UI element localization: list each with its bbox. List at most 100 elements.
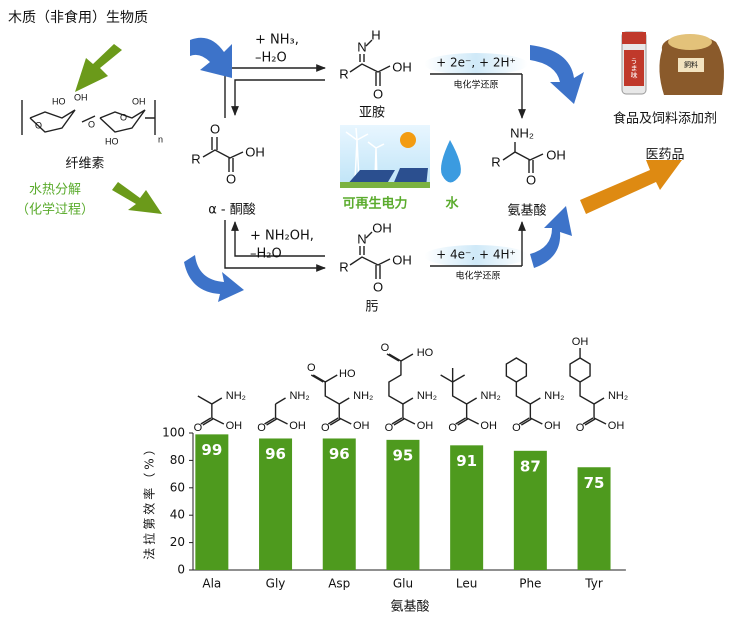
atom: O	[88, 119, 95, 129]
atom: O	[226, 171, 236, 186]
bar	[450, 445, 484, 570]
blue-arrow	[190, 37, 232, 78]
product-label: 食品及饲料添加剂	[613, 111, 717, 127]
keto-acid-label: α - 酮酸	[208, 203, 256, 218]
orange-arrow	[580, 160, 682, 214]
atom: OH	[289, 420, 306, 432]
oxime-label: 肟	[365, 300, 378, 315]
value-label: 95	[393, 446, 414, 464]
bar	[195, 434, 229, 570]
atom: O	[576, 422, 585, 434]
atom: O	[307, 362, 316, 374]
atom: O	[526, 172, 536, 187]
amino-acid-structure: NH₂ OH O	[440, 368, 501, 434]
y-tick-label: 0	[177, 563, 185, 577]
y-tick-label: 80	[170, 453, 185, 467]
atom: NH₂	[289, 390, 309, 402]
bar	[386, 439, 420, 570]
atom: R	[191, 151, 200, 166]
y-axis-label: 法拉第效率（%）	[142, 440, 157, 559]
bond	[505, 357, 543, 426]
atom: O	[512, 422, 521, 434]
atom: NH₂	[510, 125, 534, 140]
atom: OH	[572, 336, 589, 348]
bar	[322, 438, 356, 570]
atom: NH₂	[481, 390, 501, 402]
arrow	[224, 220, 326, 272]
value-label: 99	[201, 441, 222, 459]
bond	[440, 368, 479, 426]
value-label: 75	[584, 474, 605, 492]
atom: NH₂	[608, 390, 628, 402]
atom: O	[385, 422, 394, 434]
atom: O	[194, 422, 203, 434]
keto-acid-structure: O R OH O	[191, 121, 264, 186]
atom: O	[210, 121, 220, 136]
arrow	[231, 79, 325, 116]
source-title: 木质（非食用）生物质	[8, 9, 148, 26]
reduction: + 2e⁻, + 2H⁺	[436, 56, 516, 70]
value-label: 96	[265, 445, 286, 463]
reagent: + NH₃,	[255, 33, 299, 48]
amino-acid-structure: OH NH₂ OH O	[569, 336, 628, 434]
y-tick-label: 40	[170, 508, 185, 522]
atom: O	[373, 279, 383, 294]
process-label: （化学过程）	[16, 202, 94, 218]
amino-acid-label: 氨基酸	[507, 204, 546, 219]
diagram: 木质（非食用）生物质 HO OH O O HO OH O n 纤维素 水热分解 …	[8, 9, 724, 315]
bond	[310, 374, 352, 426]
reduction-label: 电化学还原	[455, 270, 500, 282]
atom: OH	[608, 420, 625, 432]
atom: NH₂	[226, 390, 246, 402]
water-label: 水	[445, 196, 459, 212]
amino-acid-structure: NH₂ R OH O	[491, 125, 565, 187]
value-label: 87	[520, 457, 541, 475]
atom: OH	[372, 220, 392, 235]
product-tag: 飼料	[684, 60, 698, 69]
green-arrow	[112, 182, 162, 214]
product-label: 医药品	[645, 148, 684, 163]
amino-acid-structure: NH₂ OH O	[194, 390, 246, 434]
product-tag: うま味	[630, 58, 638, 80]
amino-acid-structure: NH₂ OH O	[505, 357, 564, 434]
atom: OH	[353, 420, 370, 432]
x-tick-label: Ala	[202, 577, 221, 591]
reduction-label: 电化学还原	[453, 79, 498, 91]
bar	[259, 438, 293, 570]
bar	[577, 467, 611, 570]
atom: OH	[417, 420, 434, 432]
x-tick-label: Gly	[266, 577, 286, 591]
oxime-structure: OH N R OH O	[339, 220, 411, 294]
x-tick-label: Asp	[328, 577, 350, 591]
x-axis-label: 氨基酸	[390, 600, 429, 615]
x-tick-label: Leu	[456, 577, 477, 591]
green-arrow	[75, 44, 122, 92]
y-tick-label: 60	[170, 480, 185, 494]
atom: OH	[74, 92, 88, 102]
atom: n	[158, 134, 163, 144]
bond	[386, 353, 416, 426]
renewable-label: 可再生电力	[342, 196, 407, 212]
arrow	[231, 221, 325, 257]
process-label: 水热分解	[29, 183, 81, 198]
atom: OH	[392, 59, 412, 74]
bond	[197, 395, 225, 426]
blue-arrow	[530, 45, 584, 104]
atom: N	[357, 39, 366, 54]
bar	[513, 450, 547, 570]
atom: R	[339, 259, 348, 274]
atom: OH	[392, 252, 412, 267]
y-tick-label: 20	[170, 535, 185, 549]
arrow	[224, 64, 326, 118]
renewable-image	[340, 125, 461, 188]
atom: NH₂	[417, 390, 437, 402]
atom: HO	[417, 347, 434, 359]
atom: O	[381, 342, 390, 354]
y-tick-label: 100	[162, 426, 185, 440]
atom: N	[357, 231, 366, 246]
value-label: 96	[329, 445, 350, 463]
amino-acid-structure: NH₂ OH O	[257, 390, 309, 434]
x-tick-label: Tyr	[584, 577, 603, 591]
